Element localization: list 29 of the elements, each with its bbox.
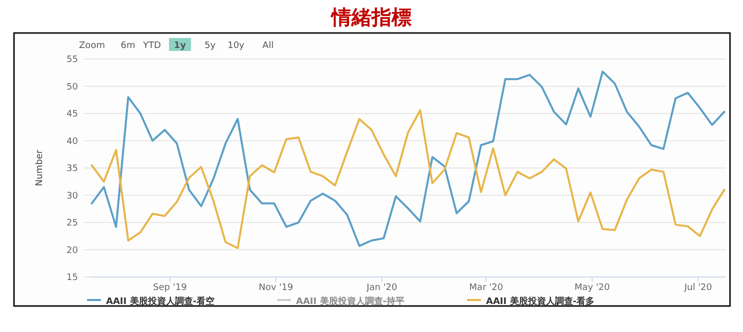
- x-tick-label: Jan '20: [366, 283, 398, 293]
- text: Zoom: [79, 41, 105, 51]
- y-tick-label: 20: [66, 246, 78, 256]
- y-tick-label: 50: [66, 82, 78, 92]
- y-tick-label: 45: [66, 110, 78, 120]
- y-tick-label: 40: [66, 136, 78, 147]
- line-series: [90, 70, 726, 247]
- text: 1y: [174, 41, 186, 51]
- text: 5y: [204, 41, 216, 51]
- text: 10y: [228, 41, 246, 51]
- chart-title: 情緒指標: [330, 5, 412, 29]
- legend-label: AAII 美股投資人調查-看多: [486, 296, 594, 307]
- text: YTD: [142, 41, 162, 51]
- y-tick-label: 35: [66, 164, 78, 174]
- legend-label: AAII 美股投資人調查-持平: [296, 296, 404, 307]
- y-tick-label: 30: [66, 191, 78, 202]
- text: 6m: [120, 41, 136, 51]
- x-tick-label: Sep '19: [153, 283, 188, 293]
- y-tick-label: 15: [66, 273, 78, 283]
- x-tick-label: Nov '19: [258, 283, 294, 293]
- y-tick-label: 25: [66, 218, 78, 228]
- y-tick-label: 55: [66, 55, 78, 65]
- text: All: [262, 41, 274, 51]
- x-tick-label: Jul '20: [683, 283, 712, 293]
- x-tick-label: May '20: [574, 283, 610, 293]
- line-series: [90, 109, 726, 250]
- x-tick-label: Mar '20: [469, 283, 504, 293]
- legend-label: AAII 美股投資人調查-看空: [106, 296, 214, 307]
- y-axis-title: Number: [35, 150, 45, 186]
